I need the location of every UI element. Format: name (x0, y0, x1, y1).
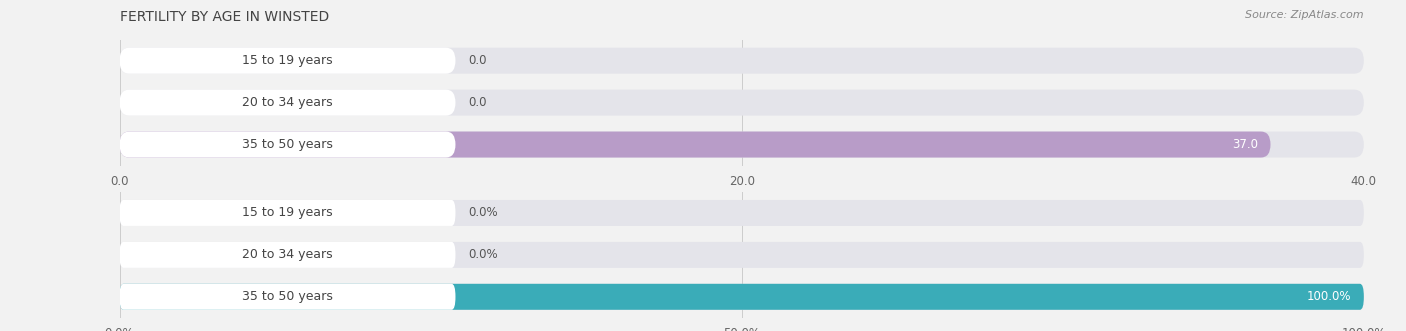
Text: 0.0%: 0.0% (468, 207, 498, 219)
FancyBboxPatch shape (120, 242, 456, 268)
Text: 37.0: 37.0 (1232, 138, 1258, 151)
FancyBboxPatch shape (120, 200, 456, 226)
Text: 100.0%: 100.0% (1306, 290, 1351, 303)
Text: 15 to 19 years: 15 to 19 years (242, 207, 333, 219)
Text: 15 to 19 years: 15 to 19 years (242, 54, 333, 67)
Text: 35 to 50 years: 35 to 50 years (242, 138, 333, 151)
FancyBboxPatch shape (120, 48, 456, 74)
FancyBboxPatch shape (120, 90, 1364, 116)
FancyBboxPatch shape (120, 242, 1364, 268)
Text: FERTILITY BY AGE IN WINSTED: FERTILITY BY AGE IN WINSTED (120, 10, 329, 24)
Text: 0.0%: 0.0% (468, 248, 498, 261)
FancyBboxPatch shape (120, 284, 1364, 310)
Text: 0.0: 0.0 (468, 96, 486, 109)
Text: 0.0: 0.0 (468, 54, 486, 67)
Text: 20 to 34 years: 20 to 34 years (242, 248, 333, 261)
Text: 20 to 34 years: 20 to 34 years (242, 96, 333, 109)
FancyBboxPatch shape (120, 200, 1364, 226)
Text: 35 to 50 years: 35 to 50 years (242, 290, 333, 303)
FancyBboxPatch shape (120, 90, 456, 116)
FancyBboxPatch shape (120, 48, 1364, 74)
FancyBboxPatch shape (120, 131, 1271, 158)
FancyBboxPatch shape (120, 284, 1364, 310)
FancyBboxPatch shape (120, 131, 456, 158)
FancyBboxPatch shape (120, 131, 1364, 158)
Text: Source: ZipAtlas.com: Source: ZipAtlas.com (1246, 10, 1364, 20)
FancyBboxPatch shape (120, 284, 456, 310)
